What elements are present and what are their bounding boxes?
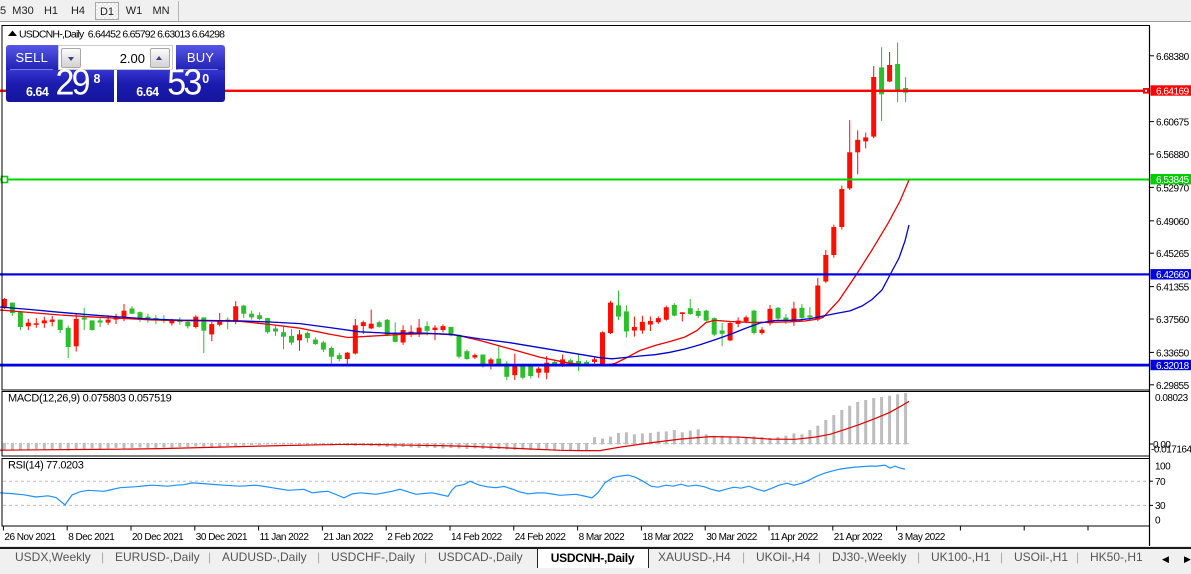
svg-text:70: 70 <box>1155 477 1166 488</box>
svg-text:6.56880: 6.56880 <box>1156 150 1190 161</box>
svg-text:21 Jan 2022: 21 Jan 2022 <box>323 532 373 543</box>
svg-text:2 Feb 2022: 2 Feb 2022 <box>387 532 434 543</box>
svg-text:30: 30 <box>1155 501 1166 512</box>
svg-text:MACD(12,26,9) 0.075803 0.05751: MACD(12,26,9) 0.075803 0.057519 <box>8 393 172 405</box>
svg-text:11 Jan 2022: 11 Jan 2022 <box>260 532 310 543</box>
svg-text:8 Dec 2021: 8 Dec 2021 <box>68 532 115 543</box>
svg-text:6.42660: 6.42660 <box>1156 270 1190 281</box>
svg-text:18 Mar 2022: 18 Mar 2022 <box>642 532 694 543</box>
svg-text:3 May 2022: 3 May 2022 <box>898 532 946 543</box>
svg-text:26 Nov 2021: 26 Nov 2021 <box>4 532 56 543</box>
svg-text:6.45265: 6.45265 <box>1156 249 1190 260</box>
svg-text:6.53845: 6.53845 <box>1156 175 1190 186</box>
svg-text:6.33650: 6.33650 <box>1156 348 1190 359</box>
svg-text:6.52970: 6.52970 <box>1156 183 1190 194</box>
svg-text:100: 100 <box>1155 461 1171 472</box>
svg-text:6.68380: 6.68380 <box>1156 52 1190 63</box>
svg-text:RSI(14) 77.0203: RSI(14) 77.0203 <box>8 460 84 472</box>
svg-text:USDCNH-,Daily 6.64452 6.65792: USDCNH-,Daily 6.64452 6.65792 6.63013 6.… <box>19 29 225 41</box>
svg-text:-0.0171646: -0.0171646 <box>1151 445 1191 456</box>
svg-text:6.37560: 6.37560 <box>1156 315 1190 326</box>
svg-text:0.08023: 0.08023 <box>1155 393 1189 404</box>
svg-text:8 Mar 2022: 8 Mar 2022 <box>579 532 626 543</box>
svg-text:30 Dec 2021: 30 Dec 2021 <box>196 532 248 543</box>
svg-text:11 Apr 2022: 11 Apr 2022 <box>770 532 819 543</box>
svg-text:0: 0 <box>1155 515 1161 526</box>
svg-text:6.60675: 6.60675 <box>1156 118 1190 129</box>
svg-text:6.41355: 6.41355 <box>1156 283 1190 294</box>
svg-text:6.29855: 6.29855 <box>1156 381 1190 392</box>
svg-text:21 Apr 2022: 21 Apr 2022 <box>834 532 883 543</box>
svg-text:6.49060: 6.49060 <box>1156 217 1190 228</box>
svg-text:30 Mar 2022: 30 Mar 2022 <box>706 532 758 543</box>
svg-text:6.64169: 6.64169 <box>1156 86 1190 97</box>
svg-text:24 Feb 2022: 24 Feb 2022 <box>515 532 567 543</box>
svg-text:6.32018: 6.32018 <box>1156 361 1190 372</box>
svg-text:14 Feb 2022: 14 Feb 2022 <box>451 532 503 543</box>
svg-text:20 Dec 2021: 20 Dec 2021 <box>132 532 184 543</box>
svg-text:0.00: 0.00 <box>1153 440 1171 451</box>
